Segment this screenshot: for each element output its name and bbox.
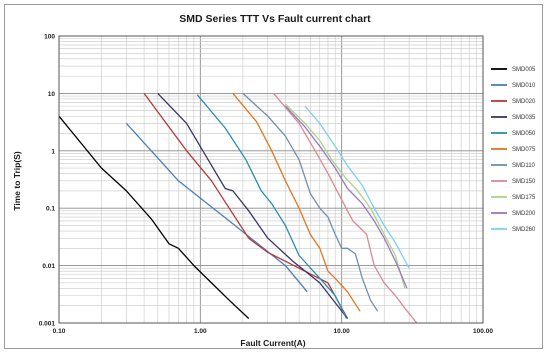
- y-tick-label: 100: [44, 34, 55, 41]
- legend-label-smd035: SMD035: [512, 115, 536, 121]
- legend: SMD005 SMD010 SMD020 SMD035 SMD050 SMD075 SMD1…: [491, 67, 536, 233]
- legend-label-smd020: SMD020: [512, 99, 536, 105]
- series-lines: [58, 92, 418, 324]
- y-tick-label: 1: [51, 148, 55, 155]
- legend-label-smd005: SMD005: [512, 67, 536, 73]
- legend-label-smd150: SMD150: [512, 179, 536, 185]
- x-tick-label: 0.10: [53, 328, 66, 335]
- chart-title: SMD Series TTT Vs Fault current chart: [179, 13, 371, 25]
- plot-area: [59, 36, 483, 323]
- series-line-smd175: [284, 103, 406, 289]
- y-tick-label: 0.01: [42, 263, 55, 270]
- plot-background: [59, 36, 483, 323]
- legend-label-smd110: SMD110: [512, 163, 536, 169]
- legend-label-smd050: SMD050: [512, 131, 536, 137]
- series-line-smd075: [232, 92, 361, 312]
- x-tick-label: 100.00: [473, 328, 493, 335]
- series-line-smd050: [196, 94, 347, 319]
- series-line-smd010: [125, 122, 308, 293]
- series-line-smd020: [143, 93, 349, 319]
- series-line-smd035: [157, 92, 349, 319]
- y-axis-label: Time to Trip(S): [12, 151, 22, 211]
- y-tick-label: 0.001: [39, 321, 56, 328]
- series-line-smd110: [242, 92, 379, 312]
- y-tick-label: 10: [48, 91, 56, 98]
- series-line-smd200: [284, 105, 408, 289]
- legend-label-smd075: SMD075: [512, 147, 536, 153]
- chart-svg: 0.10 1.00 10.00 100.00 100 10 1 0.1 0.01 0.001 SM…: [12, 13, 536, 348]
- x-tick-label: 10.00: [334, 328, 351, 335]
- legend-label-smd260: SMD260: [512, 227, 536, 233]
- chart-frame: 0.10 1.00 10.00 100.00 100 10 1 0.1 0.01 0.001 SM…: [4, 4, 543, 349]
- legend-label-smd010: SMD010: [512, 83, 536, 89]
- series-line-smd005: [58, 115, 250, 319]
- axes: 0.10 1.00 10.00 100.00 100 10 1 0.1 0.01 0.001: [39, 34, 494, 336]
- series-line-smd150: [273, 92, 418, 324]
- plot-border: [58, 35, 484, 324]
- legend-label-smd200: SMD200: [512, 211, 536, 217]
- x-axis-label: Fault Current(A): [240, 338, 305, 348]
- legend-label-smd175: SMD175: [512, 195, 536, 201]
- x-tick-label: 1.00: [194, 328, 207, 335]
- series-line-smd260: [304, 105, 410, 269]
- y-tick-label: 0.1: [46, 206, 55, 213]
